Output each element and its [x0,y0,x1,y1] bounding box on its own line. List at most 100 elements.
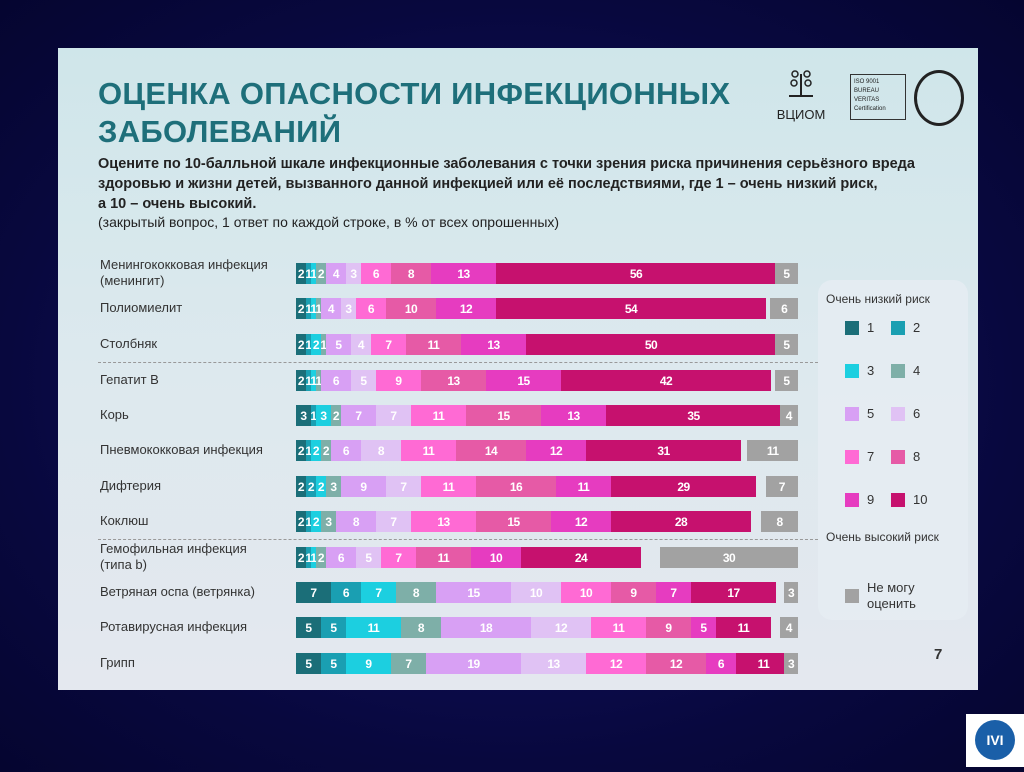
bar-segment-score-3: 1 [311,547,316,568]
bar-segment-no-answer: 3 [784,653,798,674]
bar-segment-score-3: 2 [311,334,321,355]
category-label-line: Пневмококковая инфекция [100,442,263,457]
category-label: Дифтерия [100,478,300,494]
category-label-line: Менингококковая инфекция [100,257,268,272]
legend-item-8: 8 [891,449,920,464]
bar-segment-score-7: 7 [371,334,406,355]
bar-segment-score-7: 6 [356,298,386,319]
legend-item-3: 3 [845,363,874,378]
question-line-1: Оцените по 10-балльной шкале инфекционны… [98,156,915,172]
legend-item-2: 2 [891,320,920,335]
bar-segment-score-6: 8 [361,440,401,461]
bar-segment-score-9: 13 [431,263,496,284]
bar-segment-score-5: 8 [336,511,376,532]
vciom-logo: ВЦИОМ [776,68,826,122]
category-label: Пневмококковая инфекция [100,442,300,458]
bar-segment-score-8: 11 [406,334,461,355]
bar-segment-score-1: 2 [296,370,306,391]
category-label-line: Гепатит В [100,372,159,387]
bar-segment-score-5: 6 [326,547,356,568]
category-label-line: Столбняк [100,336,158,351]
legend-item-1: 1 [845,320,874,335]
legend-item-no-answer: Не могу оценить [845,580,916,612]
bar-segment-score-10: 56 [496,263,776,284]
bar-segment-score-3: 9 [346,653,391,674]
category-label: Гемофильная инфекция (типа b) [100,541,300,573]
bar-segment-score-10: 29 [611,476,756,497]
bar-segment-score-3: 2 [311,440,321,461]
bar-segment-score-4: 8 [401,617,441,638]
bar-segment-score-9: 6 [706,653,736,674]
bar-segment-score-4: 1 [316,298,321,319]
category-label-line: Полиомиелит [100,300,183,315]
question-note: (закрытый вопрос, 1 ответ по каждой стро… [98,214,560,230]
bar-segment-no-answer: 6 [770,298,798,319]
bar-segment-score-7: 11 [421,476,476,497]
legend-swatch [891,320,905,335]
bar-segment-score-3: 1 [311,263,316,284]
bar-segment-score-4: 2 [331,405,341,426]
question-line-2: здоровью и жизни детей, вызванного данно… [98,176,878,192]
legend-item-label: 7 [867,449,875,464]
bar-segment-score-5: 7 [341,405,376,426]
bar-segment-score-2: 5 [321,653,346,674]
bar-segment-score-7: 13 [411,511,476,532]
bar-segment-score-5: 19 [426,653,521,674]
category-label: Ветряная оспа (ветрянка) [100,584,300,600]
legend-swatch [845,320,859,335]
bar-segment-no-answer: 3 [784,582,798,603]
bar-segment-score-1: 2 [296,511,306,532]
legend-item-6: 6 [891,406,920,421]
bar-segment-score-5: 6 [331,440,361,461]
bar-segment-score-8: 15 [476,511,551,532]
bar-segment-score-10: 11 [716,617,771,638]
bar-segment-score-4: 1 [316,370,321,391]
legend-low-risk-label: Очень низкий риск [826,292,930,306]
legend-item-label: 3 [867,363,875,378]
legend-swatch [891,363,905,378]
question-line-3: а 10 – очень высокий. [98,196,257,212]
bar-segment-score-5: 9 [341,476,386,497]
bar-segment-score-6: 3 [341,298,356,319]
bar-segment-score-8: 12 [646,653,706,674]
bar-segment-score-2: 1 [306,547,311,568]
category-label-line: (типа b) [100,557,147,572]
bar-segment-score-10: 28 [611,511,751,532]
legend-swatch [845,363,859,378]
bar-segment-score-9: 7 [656,582,691,603]
category-label: Гепатит В [100,372,300,388]
bar-segment-score-3: 2 [316,476,326,497]
bar-segment-score-5: 18 [441,617,531,638]
category-label-line: Ветряная оспа (ветрянка) [100,584,255,599]
bar-segment-no-answer: 5 [775,370,798,391]
legend-item-label: 9 [867,492,875,507]
legend-item-7: 7 [845,449,874,464]
bar-segment-score-10: 42 [561,370,771,391]
bar-segment-score-8: 15 [466,405,541,426]
bar-segment-score-3: 11 [346,617,401,638]
bar-segment-no-answer: 4 [779,617,798,638]
bar-segment-score-4: 3 [321,511,336,532]
bar-segment-score-9: 12 [551,511,611,532]
bar-segment-score-10: 54 [496,298,766,319]
bar-segment-score-3: 2 [311,511,321,532]
bar-segment-score-6: 5 [351,370,376,391]
bar-segment-score-1: 2 [296,263,306,284]
bar-segment-score-9: 15 [486,370,561,391]
bar-segment-score-4: 2 [321,440,331,461]
category-label-line: Грипп [100,655,135,670]
bar-segment-score-9: 13 [541,405,606,426]
group-separator [98,362,818,363]
tree-icon [789,70,813,97]
page-number: 7 [934,646,943,663]
bar-segment-score-3: 1 [311,298,316,319]
legend-item-9: 9 [845,492,874,507]
bar-segment-score-1: 2 [296,298,306,319]
bar-segment-score-2: 1 [311,405,316,426]
svg-text:IVI: IVI [986,732,1003,748]
bar-segment-score-2: 1 [306,370,311,391]
bar-segment-score-9: 12 [436,298,496,319]
bar-segment-score-4: 2 [316,547,326,568]
bar-segment-score-10: 17 [691,582,776,603]
bar-segment-score-6: 12 [531,617,591,638]
